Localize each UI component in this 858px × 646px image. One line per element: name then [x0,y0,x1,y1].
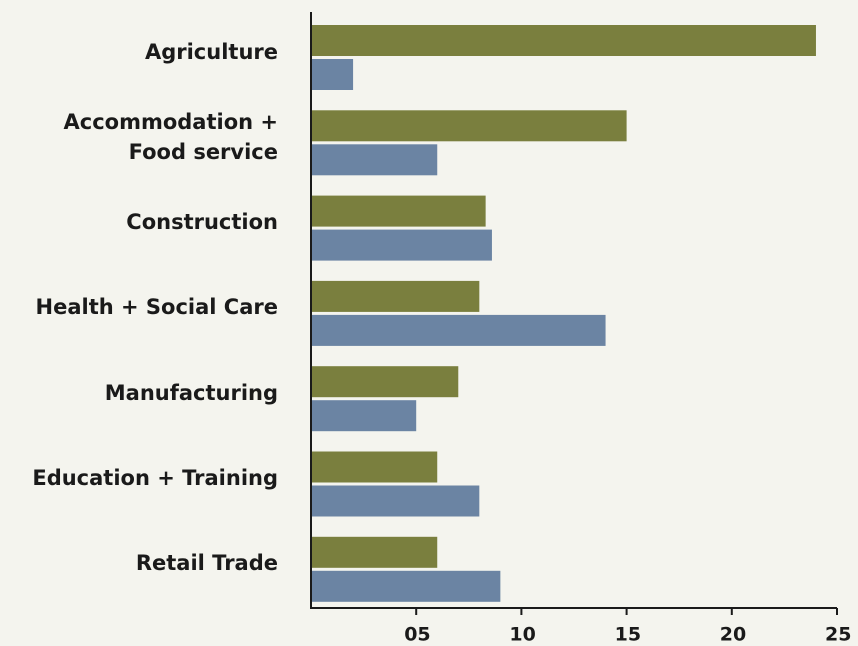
bar [311,451,438,483]
bar [311,25,816,56]
bar [311,366,459,398]
bar [311,144,438,176]
bar [311,195,486,227]
y-tick-label: Retail Trade [135,551,278,576]
bar [311,280,480,312]
bar [311,570,501,602]
y-tick-label: Manufacturing [104,380,278,405]
x-tick-label: 25 [825,624,851,646]
bar [311,485,480,517]
bar [311,400,417,432]
bar [311,59,354,90]
y-tick-label: Health + Social Care [35,295,278,320]
x-tick-label: 15 [615,624,641,646]
bar [311,536,438,568]
y-tick-label: Education + Training [32,466,278,490]
y-tick-label: Accommodation + Food service [63,109,279,164]
bar [311,314,606,346]
x-tick-label: 10 [509,624,535,646]
x-tick-label: 05 [404,624,430,646]
y-tick-label: Construction [126,210,278,235]
y-tick-label: Agriculture [144,39,278,64]
x-tick-label: 20 [720,624,746,646]
bar [311,229,492,261]
bar [311,110,627,142]
